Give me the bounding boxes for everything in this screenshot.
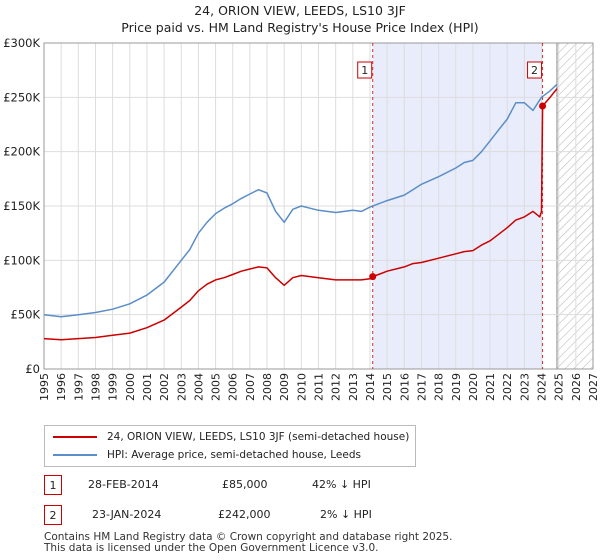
x-tick-label: 2019 [450,373,463,401]
x-tick-label: 2027 [587,373,600,401]
price-chart: £0 £50K £100K £150K £200K £250K £300K 1995 1996 1… [3,36,600,401]
x-tick-label: 2006 [227,373,240,401]
property-series-line [43,88,558,341]
x-tick-label: 2025 [553,373,566,401]
chart-subtitle: Price paid vs. HM Land Registry's House … [121,20,479,35]
x-tick-label: 2001 [141,373,154,401]
footer-license: This data is licensed under the Open Gov… [44,542,379,554]
transaction-badge: 2 [44,505,62,525]
x-tick-label: 2002 [158,373,171,401]
x-tick-label: 1996 [55,373,68,401]
x-tick-label: 2012 [330,373,343,401]
sale-label-text: 1 [361,64,368,77]
y-tick-label: £200K [3,145,40,159]
x-tick-label: 2010 [295,373,308,401]
transaction-date: 23-JAN-2024 [92,507,162,521]
footer-copyright: Contains HM Land Registry data © Crown c… [44,531,453,543]
legend: 24, ORION VIEW, LEEDS, LS10 3JF (semi-de… [44,425,416,467]
x-tick-label: 1999 [107,373,120,401]
x-tick-label: 1997 [72,373,85,401]
x-tick-label: 1995 [38,373,51,401]
x-tick-label: 2009 [278,373,291,401]
transaction-badge: 1 [44,475,62,495]
x-tick-label: 2023 [518,373,531,401]
legend-entry-property: 24, ORION VIEW, LEEDS, LS10 3JF (semi-de… [53,429,409,445]
x-tick-label: 2003 [175,373,188,401]
x-tick-label: 2013 [347,373,360,401]
y-tick-label: £250K [3,90,40,104]
transaction-hpi: 42% ↓ HPI [312,477,371,491]
legend-label-property: 24, ORION VIEW, LEEDS, LS10 3JF (semi-de… [107,431,410,443]
y-tick-label: £50K [11,308,41,322]
x-tick-label: 2018 [433,373,446,401]
transaction-hpi: 2% ↓ HPI [320,507,372,521]
sale-label-box [357,61,373,79]
x-tick-label: 2026 [570,373,583,401]
x-tick-label: 2021 [484,373,497,401]
transaction-date: 28-FEB-2014 [88,477,159,491]
x-tick-label: 2005 [210,373,223,401]
x-tick-label: 2020 [467,373,480,401]
x-tick-label: 2004 [192,373,205,401]
x-tick-label: 2016 [398,373,411,401]
y-tick-label: £0 [25,362,40,376]
legend-swatch-hpi [53,454,97,456]
x-tick-label: 2014 [364,373,377,401]
x-tick-label: 2017 [415,373,428,401]
y-tick-label: £100K [3,253,40,267]
plot-frame [43,42,594,370]
x-tick-label: 1998 [89,373,102,401]
sale-point [539,102,547,110]
legend-label-hpi: HPI: Average price, semi-detached house,… [107,449,361,461]
legend-entry-hpi: HPI: Average price, semi-detached house,… [53,447,361,463]
transaction-price: £242,000 [218,507,271,521]
hpi-series-line [43,83,558,318]
x-tick-label: 2024 [536,373,549,401]
x-tick-label: 2000 [124,373,137,401]
x-tick-label: 2011 [313,373,326,401]
x-tick-label: 2022 [501,373,514,401]
x-tick-label: 2015 [381,373,394,401]
sale-label-box [527,61,543,79]
sale-point [369,273,377,281]
x-tick-label: 2008 [261,373,274,401]
sale-label-text: 2 [531,64,538,77]
chart-title: 24, ORION VIEW, LEEDS, LS10 3JF [194,3,406,18]
x-tick-label: 2007 [244,373,257,401]
transaction-price: £85,000 [222,477,268,491]
legend-swatch-property [53,436,97,438]
y-tick-label: £300K [3,36,40,50]
y-tick-label: £150K [3,199,40,213]
